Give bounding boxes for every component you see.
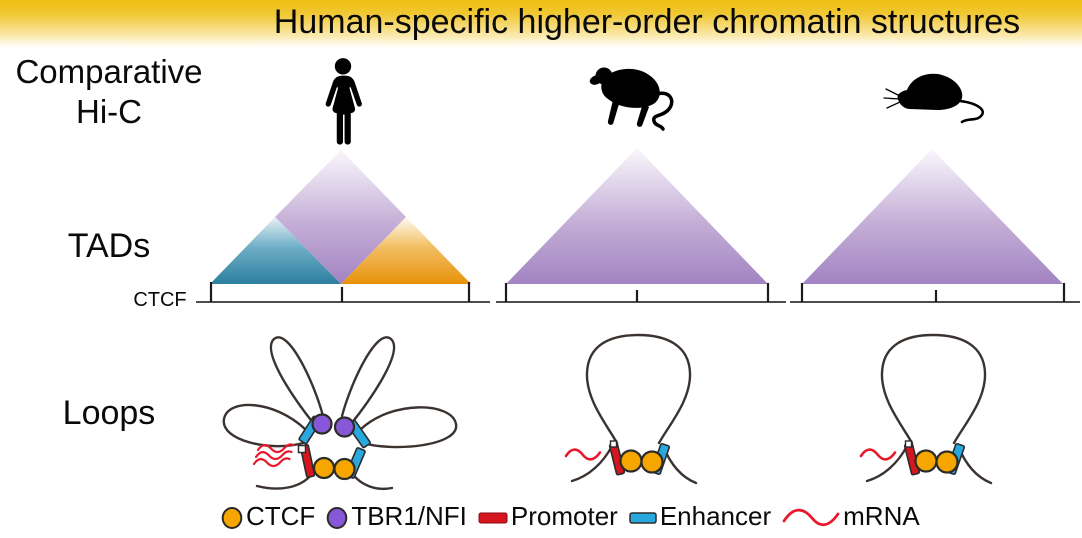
promoter-anchor-notch bbox=[904, 440, 913, 448]
ctcf-track-label: CTCF bbox=[133, 289, 187, 311]
legend-label-promoter: Promoter bbox=[510, 501, 618, 531]
legend-item-ctcf: CTCF bbox=[221, 501, 315, 532]
tads-row bbox=[196, 148, 1080, 303]
macaque-tad-triangle bbox=[506, 148, 768, 284]
legend-label-tbr1-nfi: TBR1/NFI bbox=[351, 501, 467, 531]
human-loop-rosette bbox=[222, 336, 458, 490]
comparative-hic-label-line2: Hi-C bbox=[76, 93, 142, 130]
legend-label-mrna: mRNA bbox=[843, 501, 920, 531]
human-sub-tad-blue bbox=[210, 217, 341, 284]
human-loop-tail-right bbox=[350, 471, 394, 490]
monkey-silhouette-icon bbox=[589, 67, 674, 131]
legend-item-tbr1-nfi: TBR1/NFI bbox=[326, 501, 467, 532]
promoter-anchor-notch bbox=[609, 440, 618, 448]
mrna-squiggle-mouse bbox=[859, 448, 897, 461]
legend-swatch-ctcf-circle-icon bbox=[221, 506, 243, 529]
loops-label: Loops bbox=[62, 394, 156, 432]
mrna-squiggles-human bbox=[252, 443, 295, 468]
human-loop-tail-left bbox=[255, 473, 313, 490]
legend-label-enhancer: Enhancer bbox=[659, 501, 772, 531]
species-row bbox=[325, 58, 984, 145]
legend-swatch-tbr1-nfi-circle-icon bbox=[327, 506, 348, 529]
human-silhouette-icon bbox=[325, 58, 362, 145]
comparative-hic-label-line1: Comparative bbox=[15, 53, 203, 90]
legend-swatch-promoter-rect-icon bbox=[478, 512, 508, 523]
ctcf-protein-circle bbox=[640, 450, 664, 474]
promoter-anchor-notch bbox=[297, 444, 307, 454]
human-sub-tad-orange bbox=[341, 217, 471, 284]
legend-item-mrna: mRNA bbox=[782, 501, 920, 532]
ctcf-protein-circle bbox=[333, 457, 356, 481]
legend: CTCF TBR1/NFI Promoter Enhancer mRNA bbox=[221, 501, 920, 532]
ctcf-protein-circle bbox=[619, 449, 643, 473]
mouse-tad-triangle bbox=[802, 149, 1063, 284]
tbr1-nfi-circle bbox=[333, 416, 356, 438]
legend-item-enhancer: Enhancer bbox=[629, 501, 771, 532]
figure-title: Human-specific higher-order chromatin st… bbox=[273, 3, 1021, 41]
mrna-squiggle-macaque bbox=[564, 448, 602, 461]
tads-label: TADs bbox=[67, 227, 151, 265]
mouse-loop bbox=[859, 333, 993, 485]
ctcf-protein-circle bbox=[312, 456, 336, 480]
ctcf-protein-circle bbox=[935, 450, 959, 474]
legend-swatch-mrna-squiggle-icon bbox=[782, 508, 840, 526]
human-inter-tad-contact-diamond bbox=[275, 150, 406, 284]
legend-swatch-enhancer-rect-icon bbox=[629, 511, 657, 524]
macaque-loop bbox=[564, 333, 698, 485]
tbr1-nfi-circle bbox=[311, 413, 333, 435]
legend-label-ctcf: CTCF bbox=[246, 501, 316, 531]
title-banner bbox=[0, 0, 1082, 48]
legend-item-promoter: Promoter bbox=[478, 501, 618, 532]
mouse-silhouette-icon bbox=[883, 73, 984, 124]
loops-row bbox=[222, 333, 993, 490]
comparative-hic-label: Comparative Hi-C bbox=[0, 52, 218, 132]
ctcf-track-ticks bbox=[209, 282, 1066, 302]
ctcf-protein-circle bbox=[914, 449, 938, 473]
